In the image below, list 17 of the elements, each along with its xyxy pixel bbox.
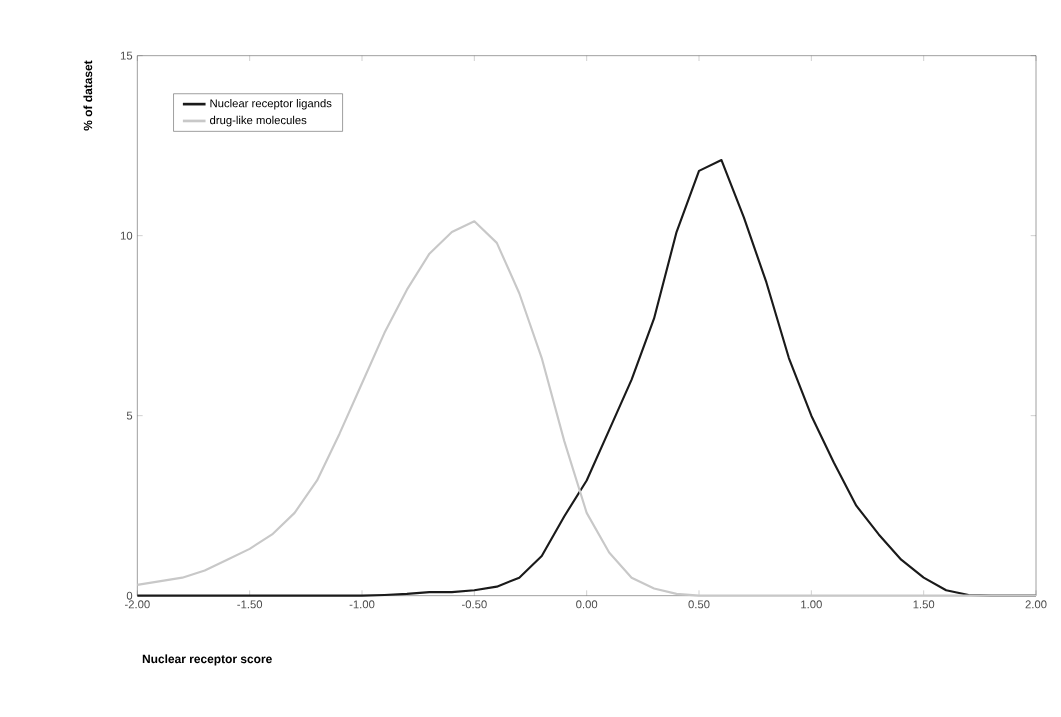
x-tick-label: -0.50 — [461, 600, 487, 609]
y-axis-title: % of dataset — [83, 60, 93, 131]
x-tick-label: 1.50 — [913, 600, 935, 609]
legend-label: Nuclear receptor ligands — [210, 99, 332, 110]
x-tick-label: 2.00 — [1025, 600, 1047, 609]
x-tick-label: 1.00 — [801, 600, 822, 609]
x-tick-label: -1.00 — [349, 600, 375, 609]
y-tick-label: 0 — [126, 591, 133, 600]
x-tick-label: 0.50 — [688, 600, 710, 609]
x-axis-title: Nuclear receptor score — [142, 654, 272, 666]
y-tick-label: 10 — [120, 231, 133, 240]
y-tick-label: 5 — [126, 411, 133, 420]
x-tick-label: -2.00 — [124, 600, 150, 609]
legend-label: drug-like molecules — [210, 115, 307, 127]
y-tick-label: 15 — [120, 51, 133, 60]
x-tick-label: 0.00 — [576, 600, 598, 609]
x-tick-label: -1.50 — [237, 600, 263, 609]
